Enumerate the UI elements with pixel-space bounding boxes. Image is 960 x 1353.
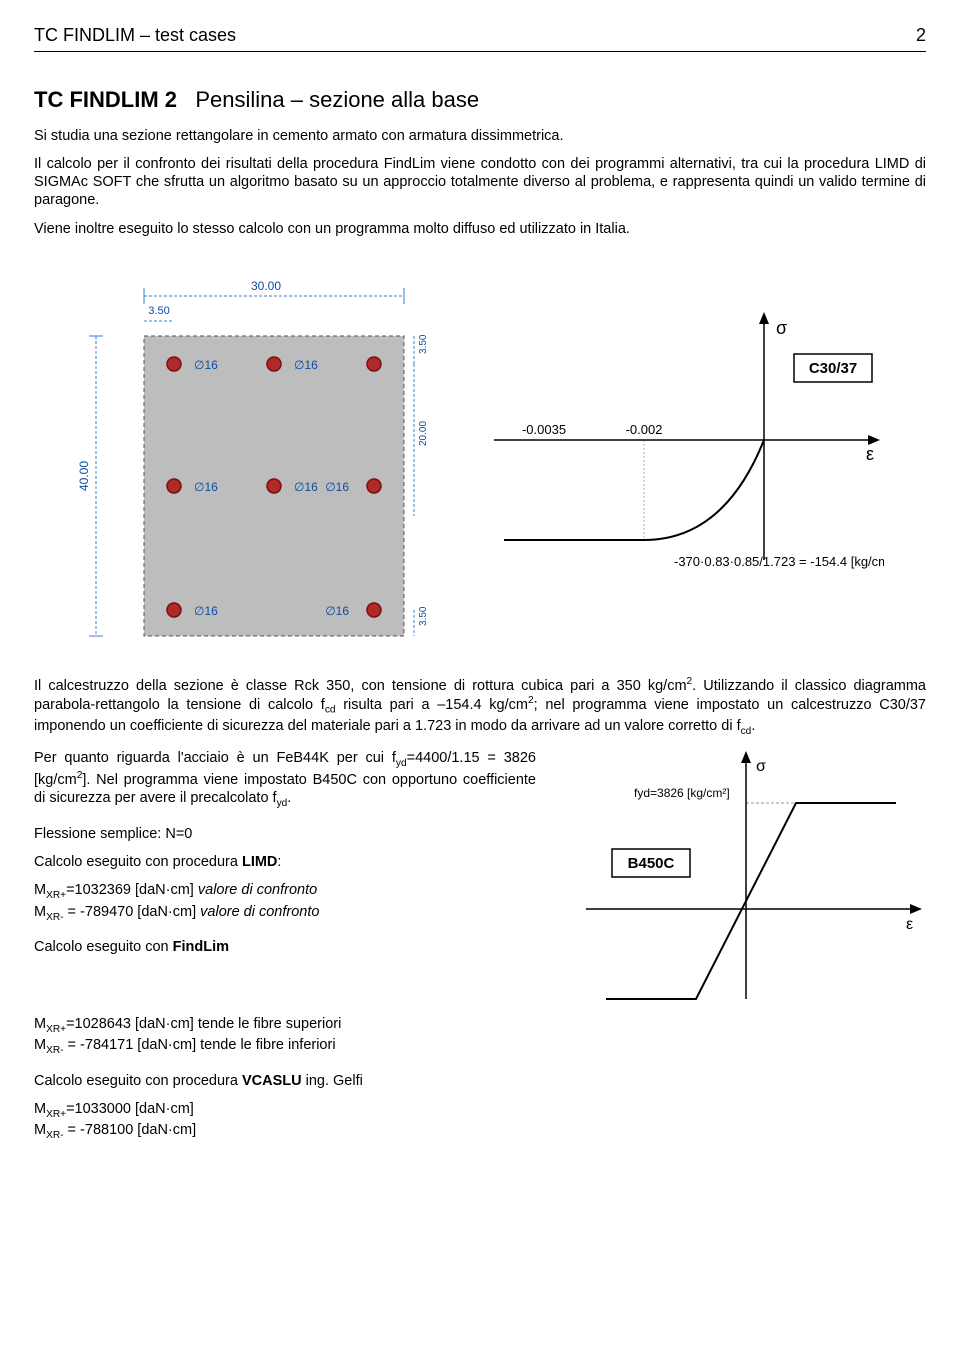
svg-text:ε: ε: [906, 916, 913, 933]
findlim-mxr-minus: MXR- = -784171 [daN·cm] tende le fibre i…: [34, 1036, 926, 1058]
limd-mxr-plus: MXR+=1032369 [daN·cm] valore di confront…: [34, 881, 536, 903]
svg-text:σ: σ: [776, 318, 787, 338]
svg-text:-0.002: -0.002: [626, 422, 663, 437]
findlim-heading: Calcolo eseguito con FindLim: [34, 938, 536, 956]
vcaslu-mxr-plus: MXR+=1033000 [daN·cm]: [34, 1100, 926, 1122]
svg-text:σ: σ: [756, 758, 766, 775]
header-page-number: 2: [916, 24, 926, 47]
steel-row: Per quanto riguarda l'acciaio è un FeB44…: [34, 749, 926, 1009]
findlim-mxr-plus: MXR+=1028643 [daN·cm] tende le fibre sup…: [34, 1015, 926, 1037]
flex-title: Flessione semplice: N=0: [34, 825, 536, 843]
svg-text:∅16: ∅16: [194, 604, 218, 618]
svg-text:C30/37: C30/37: [809, 360, 857, 377]
vcaslu-mxr-minus: MXR- = -788100 [daN·cm]: [34, 1121, 926, 1143]
svg-text:∅16: ∅16: [194, 480, 218, 494]
title-bold: TC FINDLIM 2: [34, 87, 177, 112]
concrete-stress-strain-diagram: σ ε C30/37 -0.0035 -0.002 -370·0.83·0.85…: [464, 310, 884, 600]
svg-text:3.50: 3.50: [418, 606, 429, 626]
paragraph-3: Il calcestruzzo della sezione è classe R…: [34, 676, 926, 739]
figures-row: 30.00 3.50 40.00 3.50 20.00 3.50 ∅16 ∅16: [34, 266, 926, 646]
svg-text:ε: ε: [866, 444, 874, 464]
steel-paragraph: Per quanto riguarda l'acciaio è un FeB44…: [34, 749, 536, 811]
svg-text:∅16: ∅16: [194, 358, 218, 372]
paragraph-1: Il calcolo per il confronto dei risultat…: [34, 155, 926, 209]
vcaslu-heading: Calcolo eseguito con procedura VCASLU in…: [34, 1072, 926, 1090]
intro-paragraph: Si studia una sezione rettangolare in ce…: [34, 127, 926, 145]
svg-text:∅16: ∅16: [325, 604, 349, 618]
svg-text:B450C: B450C: [628, 855, 675, 872]
svg-text:-370·0.83·0.85/1.723 = -154.4: -370·0.83·0.85/1.723 = -154.4 [kg/cm²]: [674, 554, 884, 569]
svg-text:fyd=3826 [kg/cm²]: fyd=3826 [kg/cm²]: [634, 786, 730, 800]
svg-text:20.00: 20.00: [418, 420, 429, 445]
cross-section-diagram: 30.00 3.50 40.00 3.50 20.00 3.50 ∅16 ∅16: [34, 266, 434, 646]
svg-text:∅16: ∅16: [294, 480, 318, 494]
title-rest: Pensilina – sezione alla base: [195, 87, 479, 112]
svg-text:3.50: 3.50: [148, 305, 169, 317]
steel-stress-strain-diagram: σ ε fyd=3826 [kg/cm²] B450C: [566, 749, 926, 1009]
svg-text:∅16: ∅16: [294, 358, 318, 372]
svg-text:30.00: 30.00: [251, 279, 281, 293]
svg-text:-0.0035: -0.0035: [522, 422, 566, 437]
page-title: TC FINDLIM 2 Pensilina – sezione alla ba…: [34, 86, 926, 114]
limd-mxr-minus: MXR- = -789470 [daN·cm] valore di confro…: [34, 903, 536, 925]
header-left: TC FINDLIM – test cases: [34, 24, 236, 47]
paragraph-2: Viene inoltre eseguito lo stesso calcolo…: [34, 220, 926, 238]
svg-text:3.50: 3.50: [418, 334, 429, 354]
page-header: TC FINDLIM – test cases 2: [34, 24, 926, 52]
svg-text:40.00: 40.00: [77, 460, 91, 490]
limd-heading: Calcolo eseguito con procedura LIMD:: [34, 853, 536, 871]
svg-text:∅16: ∅16: [325, 480, 349, 494]
